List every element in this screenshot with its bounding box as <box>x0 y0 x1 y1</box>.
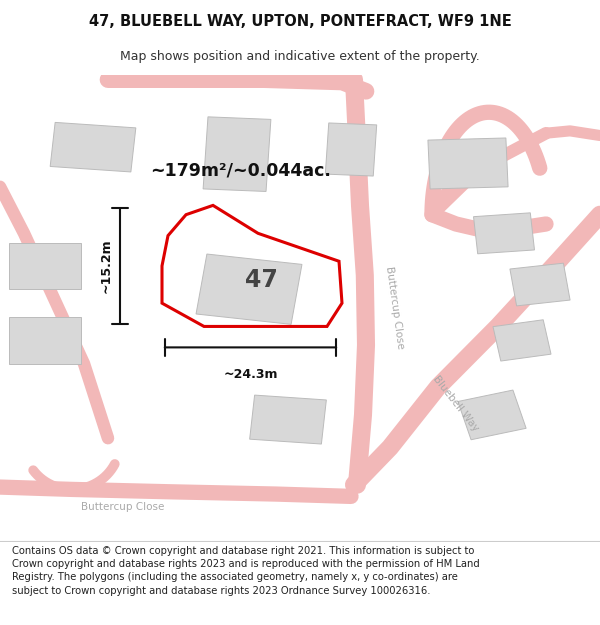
Text: 47: 47 <box>245 268 277 292</box>
Text: ~24.3m: ~24.3m <box>223 368 278 381</box>
Text: Bluebell Way: Bluebell Way <box>431 374 481 433</box>
Polygon shape <box>50 122 136 172</box>
Text: Contains OS data © Crown copyright and database right 2021. This information is : Contains OS data © Crown copyright and d… <box>12 546 480 596</box>
Polygon shape <box>473 213 535 254</box>
Polygon shape <box>203 117 271 191</box>
Polygon shape <box>493 320 551 361</box>
Polygon shape <box>458 390 526 440</box>
Polygon shape <box>196 254 302 324</box>
Text: Map shows position and indicative extent of the property.: Map shows position and indicative extent… <box>120 50 480 62</box>
Polygon shape <box>325 123 377 176</box>
Polygon shape <box>250 395 326 444</box>
Text: ~179m²/~0.044ac.: ~179m²/~0.044ac. <box>150 161 331 179</box>
Polygon shape <box>510 263 570 306</box>
Text: Buttercup Close: Buttercup Close <box>384 266 406 350</box>
Polygon shape <box>9 317 81 364</box>
Polygon shape <box>9 242 81 289</box>
Text: ~15.2m: ~15.2m <box>100 239 113 293</box>
Text: Buttercup Close: Buttercup Close <box>82 502 164 512</box>
Text: 47, BLUEBELL WAY, UPTON, PONTEFRACT, WF9 1NE: 47, BLUEBELL WAY, UPTON, PONTEFRACT, WF9… <box>89 14 511 29</box>
Polygon shape <box>428 138 508 189</box>
